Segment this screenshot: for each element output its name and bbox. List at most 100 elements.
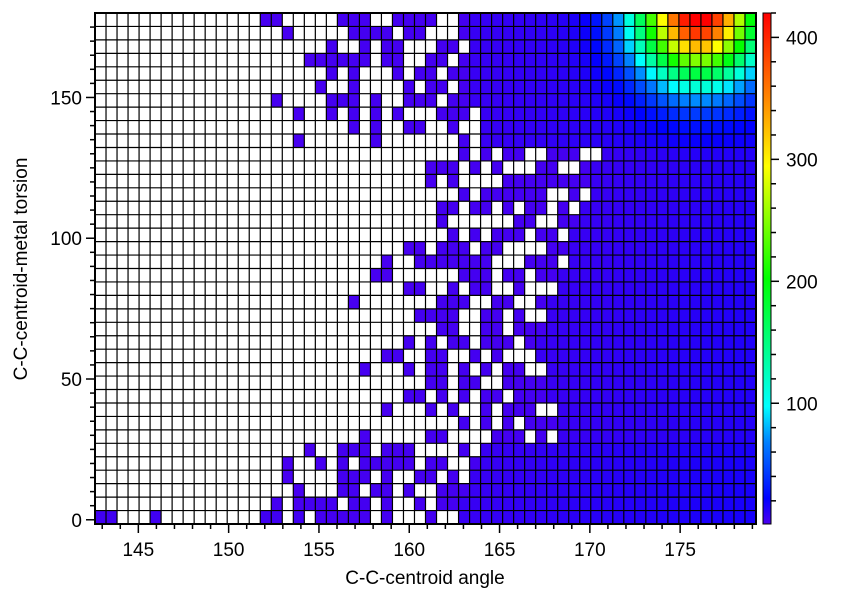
heatmap-cell (469, 93, 481, 108)
heatmap-cell (381, 497, 393, 511)
heatmap-cell (733, 107, 745, 121)
heatmap-cell (546, 308, 558, 323)
heatmap-cell (546, 228, 558, 242)
heatmap-cell (634, 147, 646, 161)
heatmap-cell (502, 510, 514, 524)
heatmap-cell (667, 66, 679, 81)
heatmap-cell (535, 255, 547, 269)
heatmap-cell (634, 322, 646, 336)
heatmap-cell (370, 107, 382, 121)
heatmap-cell (447, 174, 459, 188)
heatmap-cell (557, 13, 569, 27)
heatmap-cell (667, 362, 679, 377)
heatmap-cell (414, 13, 426, 27)
heatmap-cell (645, 402, 657, 417)
heatmap-cell (502, 335, 514, 350)
heatmap-cell (601, 497, 613, 511)
heatmap-cell (590, 349, 602, 363)
heatmap-cell (733, 80, 745, 94)
heatmap-cell (601, 147, 613, 161)
heatmap-cell (656, 456, 668, 471)
heatmap-cell (667, 147, 679, 161)
heatmap-cell (722, 362, 734, 377)
heatmap-cell (480, 335, 492, 350)
y-axis: 0 50 100 150 (50, 26, 95, 532)
heatmap-cell (656, 160, 668, 175)
heatmap-cell (392, 456, 404, 471)
heatmap-cell (634, 26, 646, 40)
heatmap-cell (524, 201, 536, 215)
heatmap-cell (744, 470, 756, 484)
heatmap-cell (667, 214, 679, 229)
heatmap-cell (667, 308, 679, 323)
heatmap-cell (458, 66, 470, 81)
heatmap-cell (678, 26, 690, 40)
heatmap-cell (612, 66, 624, 81)
heatmap-cell (425, 335, 437, 350)
heatmap-cell (590, 201, 602, 215)
heatmap-cell (392, 443, 404, 457)
heatmap-cell (667, 120, 679, 135)
heatmap-cell (645, 80, 657, 94)
heatmap-cell (645, 39, 657, 54)
heatmap-cell (590, 228, 602, 242)
heatmap-cell (568, 26, 580, 40)
heatmap-cell (711, 174, 723, 188)
heatmap-cell (524, 39, 536, 54)
heatmap-cell (623, 120, 635, 135)
heatmap-cell (403, 443, 415, 457)
x-axis-title: C-C-centroid angle (345, 568, 504, 589)
heatmap-cell (524, 470, 536, 484)
heatmap-cell (557, 416, 569, 430)
heatmap-cell (337, 510, 349, 524)
heatmap-cell (513, 39, 525, 54)
heatmap-cell (667, 134, 679, 148)
heatmap-cell (568, 470, 580, 484)
heatmap-cell (524, 214, 536, 229)
heatmap-cell (634, 214, 646, 229)
heatmap-cell (656, 80, 668, 94)
heatmap-cell (645, 335, 657, 350)
heatmap-cell (667, 456, 679, 471)
heatmap-cell (513, 134, 525, 148)
heatmap-cell (513, 456, 525, 471)
heatmap-cell (535, 335, 547, 350)
heatmap-cell (579, 429, 591, 444)
heatmap-cell (667, 201, 679, 215)
heatmap-cell (425, 66, 437, 81)
heatmap-cell (601, 308, 613, 323)
heatmap-cell (722, 429, 734, 444)
heatmap-cell (524, 53, 536, 67)
heatmap-cell (491, 134, 503, 148)
heatmap-cell (601, 510, 613, 524)
heatmap-cell (711, 107, 723, 121)
heatmap-cell (612, 201, 624, 215)
heatmap-cell (689, 376, 701, 390)
heatmap-cell (722, 26, 734, 40)
heatmap-cell (480, 402, 492, 417)
heatmap-cell (667, 429, 679, 444)
heatmap-cell (480, 241, 492, 256)
heatmap-cell (700, 416, 712, 430)
heatmap-cell (711, 443, 723, 457)
heatmap-cell (491, 470, 503, 484)
heatmap-cell (557, 335, 569, 350)
heatmap-cell (535, 322, 547, 336)
heatmap-cell (634, 228, 646, 242)
heatmap-cell (568, 322, 580, 336)
heatmap-cell (645, 483, 657, 498)
heatmap-cell (634, 443, 646, 457)
heatmap-cell (612, 228, 624, 242)
heatmap-cell (590, 120, 602, 135)
heatmap-cell (612, 281, 624, 296)
heatmap-cell (557, 362, 569, 377)
heatmap-cell (436, 389, 448, 403)
heatmap-cell (733, 93, 745, 108)
heatmap-cell (425, 308, 437, 323)
heatmap-cell (700, 268, 712, 282)
heatmap-cell (744, 443, 756, 457)
heatmap-cell (733, 362, 745, 377)
heatmap-cell (733, 510, 745, 524)
heatmap-cell (601, 322, 613, 336)
heatmap-cell (733, 402, 745, 417)
